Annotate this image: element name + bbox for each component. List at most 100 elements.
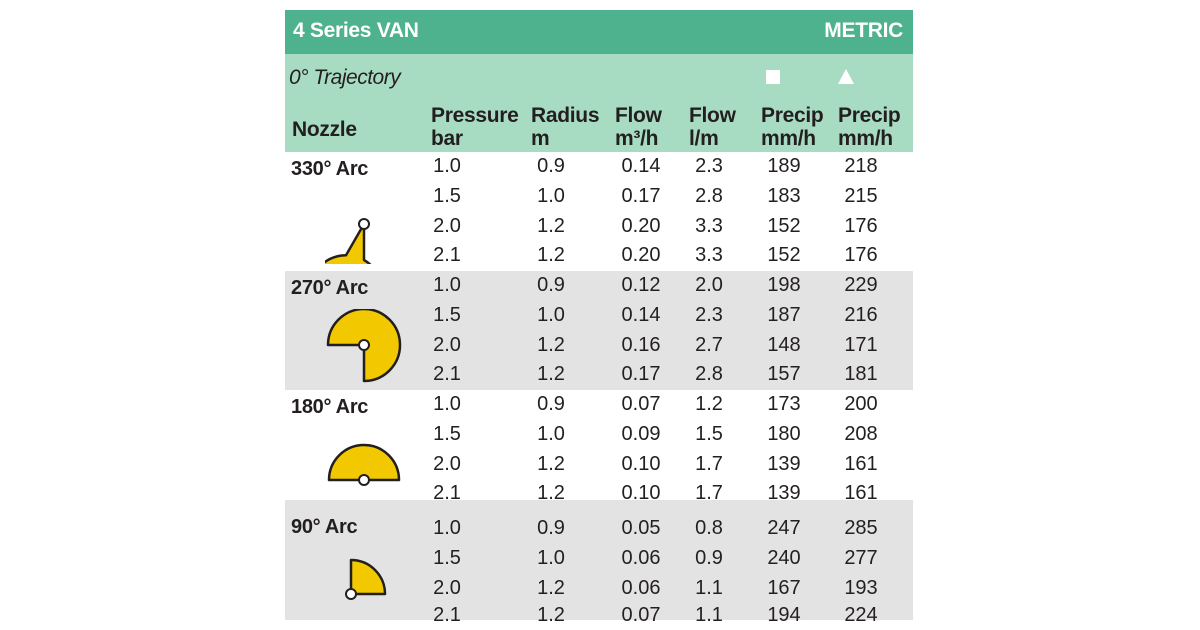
precip-square-cell: 180: [767, 423, 801, 445]
precip-square-cell: 194: [767, 604, 801, 626]
pressure-cell: 2.1: [433, 604, 461, 626]
flow-lm-cell: 2.3: [695, 155, 723, 177]
nozzle-column-header: Nozzle: [292, 118, 357, 141]
table-row: 1.5 1.0 0.06 0.9 240 277: [285, 544, 913, 574]
column-header-bar: 0° Trajectory Nozzle Pressure bar Radius m…: [285, 54, 913, 152]
precip-triangle-cell: 224: [844, 604, 878, 626]
flow-lm-cell: 2.8: [695, 363, 723, 385]
flow-lm-cell: 0.9: [695, 547, 723, 569]
pressure-cell: 2.1: [433, 244, 461, 266]
table-row: 1.5 1.0 0.09 1.5 180 208: [285, 420, 913, 450]
pressure-cell: 1.0: [433, 393, 461, 415]
pressure-cell: 1.0: [433, 155, 461, 177]
table-row: 2.0 1.2 0.20 3.3 152 176: [285, 212, 913, 242]
precip-square-cell: 183: [767, 185, 801, 207]
flow-m3h-column-header: Flow m³/h: [615, 104, 662, 150]
arc-label: 90° Arc: [291, 516, 358, 538]
flow-lm-cell: 1.5: [695, 423, 723, 445]
nozzle-performance-table: 4 Series VAN METRIC 0° Trajectory Nozzle…: [285, 10, 913, 626]
table-row: 2.0 1.2 0.16 2.7 148 171: [285, 331, 913, 361]
precip-triangle-cell: 171: [844, 334, 878, 356]
precip-triangle-cell: 161: [844, 453, 878, 475]
pressure-cell: 2.0: [433, 215, 461, 237]
precip-triangle-cell: 277: [844, 547, 878, 569]
flow-m3h-cell: 0.20: [621, 215, 661, 237]
flow-m3h-cell: 0.14: [621, 304, 661, 326]
table-row: 1.5 1.0 0.14 2.3 187 216: [285, 301, 913, 331]
radius-cell: 1.2: [537, 334, 565, 356]
flow-lm-column-header: Flow l/m: [689, 104, 736, 150]
flow-lm-cell: 1.1: [695, 577, 723, 599]
arc-label: 330° Arc: [291, 158, 369, 180]
precip-triangle-column-header: Precip mm/h: [838, 104, 901, 150]
triangle-spacing-icon: [838, 69, 854, 84]
flow-lm-cell: 1.7: [695, 482, 723, 504]
precip-triangle-cell: 215: [844, 185, 878, 207]
flow-m3h-cell: 0.17: [621, 185, 661, 207]
radius-cell: 1.2: [537, 453, 565, 475]
radius-column-header: Radius m: [531, 104, 600, 150]
arc-180-icon: [327, 443, 401, 486]
precip-triangle-cell: 285: [844, 517, 878, 539]
table-row: 1.0 0.9 0.07 1.2 173 200: [285, 390, 913, 420]
table-row: 1.0 0.9 0.05 0.8 247 285: [285, 514, 913, 544]
table-row: 2.1 1.2 0.17 2.8 157 181: [285, 360, 913, 390]
radius-cell: 1.2: [537, 577, 565, 599]
precip-triangle-cell: 176: [844, 215, 878, 237]
table-row: 2.0 1.2 0.10 1.7 139 161: [285, 450, 913, 480]
precip-square-cell: 189: [767, 155, 801, 177]
trajectory-label: 0° Trajectory: [289, 66, 401, 89]
table-row: 1.5 1.0 0.17 2.8 183 215: [285, 182, 913, 212]
flow-lm-cell: 0.8: [695, 517, 723, 539]
pressure-cell: 1.5: [433, 423, 461, 445]
table-row: 1.0 0.9 0.14 2.3 189 218: [285, 152, 913, 182]
pressure-cell: 2.0: [433, 453, 461, 475]
radius-cell: 0.9: [537, 274, 565, 296]
flow-m3h-cell: 0.14: [621, 155, 661, 177]
flow-m3h-cell: 0.10: [621, 482, 661, 504]
precip-square-cell: 187: [767, 304, 801, 326]
arc-label: 270° Arc: [291, 277, 369, 299]
pressure-cell: 2.0: [433, 577, 461, 599]
flow-lm-cell: 1.1: [695, 604, 723, 626]
flow-m3h-cell: 0.05: [621, 517, 661, 539]
radius-cell: 1.0: [537, 304, 565, 326]
table-row: 2.1 1.2 0.10 1.7 139 161: [285, 479, 913, 509]
table-row: 2.1 1.2 0.07 1.1 194 224: [285, 590, 913, 626]
flow-m3h-cell: 0.10: [621, 453, 661, 475]
precip-square-cell: 173: [767, 393, 801, 415]
arc-group-270: 270° Arc 1.0 0.9 0.12 2.0 198 229 1.5 1.…: [285, 271, 913, 390]
flow-lm-cell: 2.8: [695, 185, 723, 207]
flow-m3h-cell: 0.09: [621, 423, 661, 445]
radius-cell: 0.9: [537, 393, 565, 415]
precip-square-cell: 240: [767, 547, 801, 569]
flow-lm-cell: 2.3: [695, 304, 723, 326]
table-row: 1.0 0.9 0.12 2.0 198 229: [285, 271, 913, 301]
pressure-cell: 1.5: [433, 185, 461, 207]
flow-lm-cell: 3.3: [695, 215, 723, 237]
precip-square-cell: 152: [767, 215, 801, 237]
pressure-cell: 2.1: [433, 482, 461, 504]
arc-270-icon: [326, 309, 402, 383]
precip-square-cell: 247: [767, 517, 801, 539]
precip-triangle-cell: 181: [844, 363, 878, 385]
precip-triangle-cell: 176: [844, 244, 878, 266]
radius-cell: 1.2: [537, 482, 565, 504]
precip-square-cell: 152: [767, 244, 801, 266]
precip-square-cell: 139: [767, 453, 801, 475]
flow-m3h-cell: 0.06: [621, 577, 661, 599]
pressure-cell: 1.0: [433, 274, 461, 296]
arc-330-icon: [325, 218, 372, 264]
precip-triangle-cell: 216: [844, 304, 878, 326]
arc-label: 180° Arc: [291, 396, 369, 418]
precip-square-column-header: Precip mm/h: [761, 104, 824, 150]
precip-square-cell: 198: [767, 274, 801, 296]
pressure-cell: 2.0: [433, 334, 461, 356]
precip-triangle-cell: 161: [844, 482, 878, 504]
radius-cell: 1.2: [537, 244, 565, 266]
precip-triangle-cell: 218: [844, 155, 878, 177]
precip-square-cell: 148: [767, 334, 801, 356]
radius-cell: 1.0: [537, 185, 565, 207]
pressure-cell: 2.1: [433, 363, 461, 385]
radius-cell: 0.9: [537, 155, 565, 177]
